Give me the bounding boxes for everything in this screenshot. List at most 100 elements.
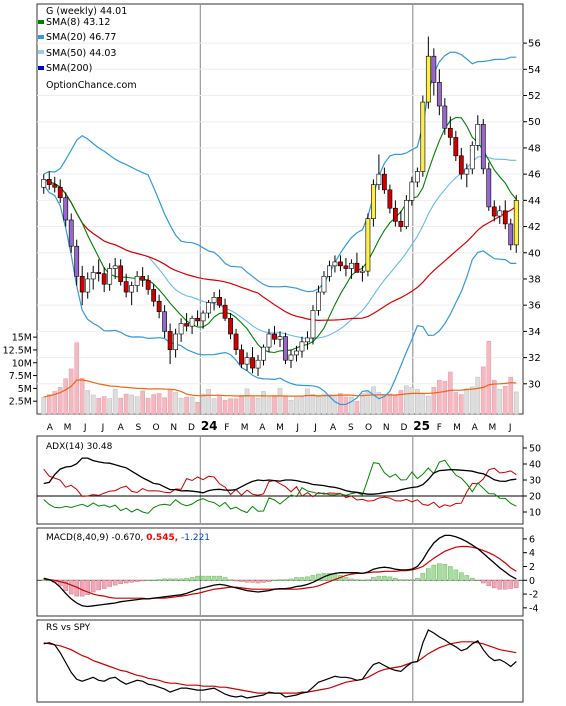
volume-tick-label: 7.5M	[9, 371, 32, 382]
volume-bar	[387, 393, 393, 415]
macd-histogram-bar	[173, 578, 178, 581]
candle-body	[453, 137, 459, 157]
candle-body	[129, 285, 135, 293]
candle	[211, 292, 217, 311]
macd-tick-label: 2	[529, 562, 535, 573]
macd-tick-label: 0	[529, 576, 535, 587]
macd-histogram-bar	[250, 580, 255, 583]
candle-body	[283, 336, 288, 361]
candle-body	[420, 101, 426, 172]
candle	[178, 318, 184, 342]
candle-body	[277, 336, 283, 340]
candle-body	[365, 218, 371, 272]
macd-histogram-bar	[371, 577, 376, 581]
candle	[266, 328, 272, 353]
volume-bar	[502, 386, 508, 415]
candle-body	[79, 276, 85, 293]
price-tick-label: 46	[528, 170, 541, 181]
volume-bar	[360, 393, 365, 415]
candle-body	[134, 276, 140, 286]
candle-body	[68, 219, 74, 247]
macd-histogram-bar	[382, 575, 387, 581]
candle-body	[189, 317, 195, 327]
candle-body	[458, 155, 464, 175]
volume-bar	[321, 394, 327, 415]
volume-bar	[90, 394, 96, 415]
axis-labels: A M J J A S O N D 24 F M A M J J A S O N D 25 F M A M J30323436384…	[3, 39, 541, 615]
macd-histogram-bar	[162, 578, 167, 581]
legend-sma20: SMA(20) 46.77	[46, 32, 116, 43]
candle	[288, 349, 294, 369]
macd-histogram-bar	[261, 580, 266, 583]
adx-minus-di-line	[43, 467, 517, 509]
candle	[299, 336, 305, 358]
candle	[74, 239, 80, 286]
volume-bar	[513, 391, 519, 415]
candle-body	[508, 223, 514, 246]
candle	[431, 48, 437, 96]
candle-body	[261, 346, 266, 361]
macd-histogram-bar	[101, 580, 107, 589]
candle	[52, 176, 58, 193]
volume-bar	[266, 397, 272, 415]
candle	[272, 326, 277, 345]
month-label: N	[170, 423, 177, 433]
volume-bar	[140, 390, 145, 415]
volume-bar	[436, 379, 442, 415]
candle-body	[497, 210, 503, 217]
macd-histogram-bar	[211, 575, 217, 581]
macd-histogram-bar	[277, 579, 283, 581]
price-tick-label: 40	[528, 248, 541, 259]
macd-histogram-bar	[442, 564, 448, 581]
candle-body	[266, 333, 272, 348]
candle-body	[321, 276, 327, 293]
volume-bar	[426, 395, 431, 415]
volume-bar	[255, 397, 261, 415]
candle	[228, 313, 233, 340]
candle	[475, 115, 481, 151]
candle-body	[151, 289, 157, 302]
candle	[90, 265, 96, 290]
candle	[332, 255, 338, 273]
legend-swatch-sma20	[38, 35, 44, 39]
macd-title-line: MACD(8,40,9) -0.670, 0.545, -1.221	[46, 533, 210, 543]
adx-line	[43, 457, 517, 495]
month-label: J	[313, 423, 317, 433]
volume-bar	[167, 389, 173, 415]
indicator-lines	[37, 457, 523, 699]
candle	[338, 255, 343, 272]
month-label: A	[47, 423, 54, 433]
candle-body	[371, 184, 376, 219]
macd-histogram-bar	[184, 577, 189, 581]
macd-histogram-bar	[469, 577, 475, 581]
macd-histogram-bar	[343, 577, 349, 581]
candle	[480, 119, 486, 175]
legend-sma8: SMA(8) 43.12	[46, 17, 110, 28]
macd-histogram-bar	[145, 580, 151, 582]
volume-bar	[508, 376, 514, 415]
price-tick-label: 56	[528, 39, 541, 50]
volume-tick-label: 12.5M	[3, 345, 32, 356]
macd-histogram-bar	[206, 575, 211, 581]
macd-histogram-bar	[288, 578, 294, 581]
candle	[167, 323, 173, 365]
candle-body	[425, 55, 431, 103]
candle	[508, 218, 514, 251]
macd-title: MACD(8,40,9) -0.670,	[46, 533, 143, 543]
candle	[447, 116, 453, 146]
candle	[436, 69, 442, 116]
price-tick-label: 34	[528, 327, 541, 338]
volume-bar	[195, 401, 200, 415]
macd-histogram-bar	[294, 577, 299, 581]
volume-bar	[283, 395, 288, 415]
month-label: M	[453, 423, 461, 433]
candle-body	[200, 312, 206, 322]
volume-bar	[134, 396, 140, 415]
candle-body	[305, 337, 310, 343]
candle	[343, 258, 349, 277]
candle-body	[63, 197, 69, 221]
adx-tick-label: 30	[529, 476, 541, 487]
price-tick-label: 54	[528, 65, 541, 76]
macd-histogram-bar	[453, 569, 459, 581]
